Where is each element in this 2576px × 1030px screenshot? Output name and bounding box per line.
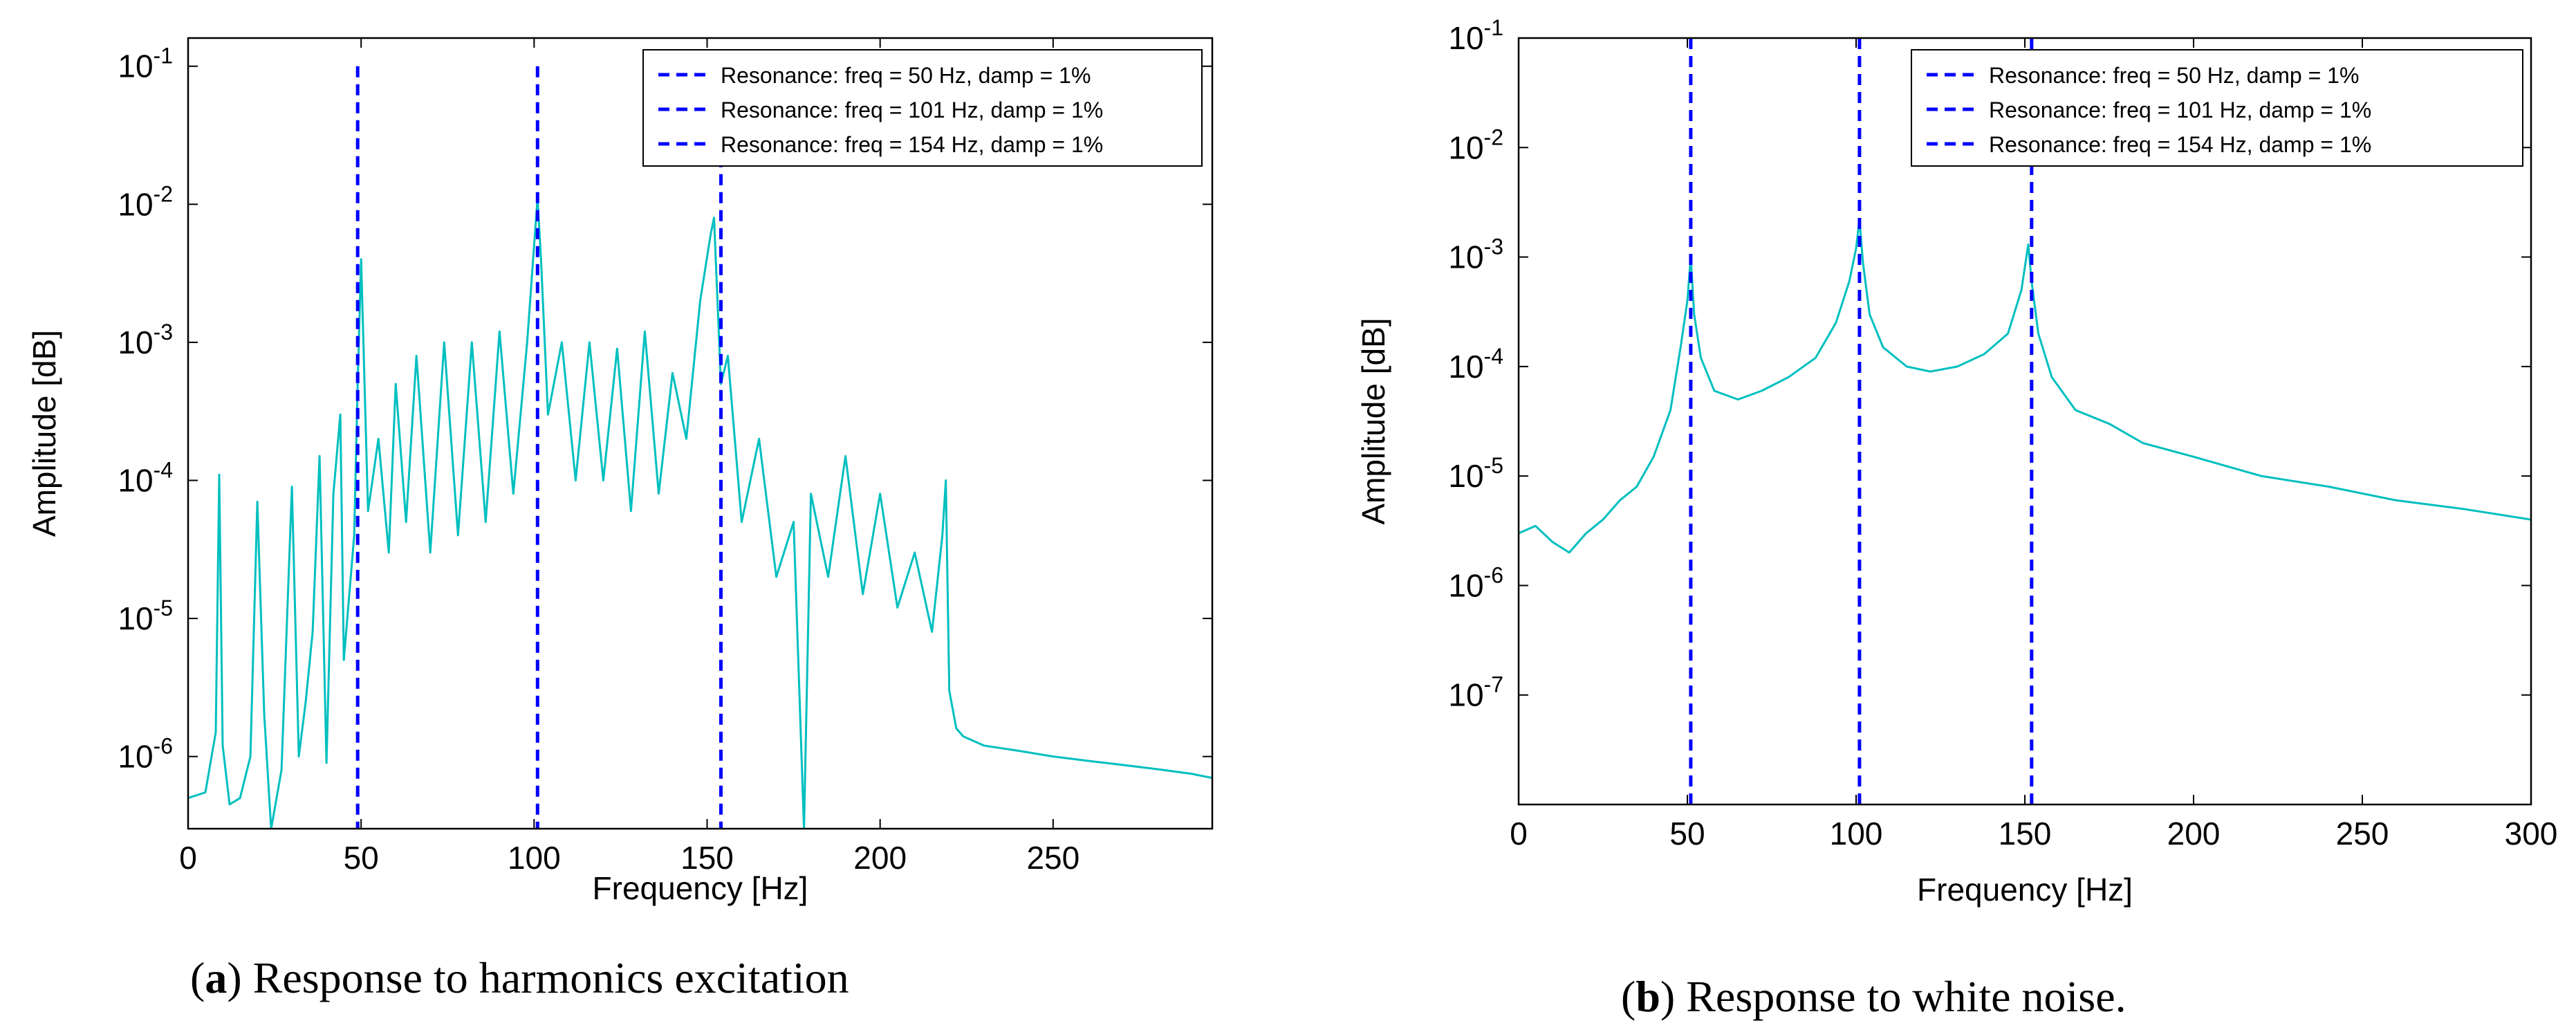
y-tick-label: 10-5 [1448, 453, 1503, 494]
x-tick-label: 100 [1830, 816, 1883, 852]
panel-caption: (b) Response to white noise. [1621, 972, 2126, 1021]
response-spectrum-line [188, 197, 1212, 829]
y-axis-label: Amplitude [dB] [1355, 318, 1391, 524]
y-tick-label: 10-3 [1448, 234, 1503, 275]
chart-panel-b: 0 50 100 150 200 250 300 10-1 10-2 10-3 10-4 10-5 10… [1355, 15, 2557, 1021]
y-tick-label: 10-1 [1448, 15, 1503, 56]
y-tick-label: 10-6 [118, 734, 173, 775]
legend-entry: Resonance: freq = 101 Hz, damp = 1% [1989, 98, 2371, 122]
y-tick-label: 10-5 [118, 596, 173, 636]
x-tick-label: 200 [2167, 816, 2221, 852]
x-axis-label: Frequency [Hz] [1917, 872, 2133, 908]
legend-box [1911, 49, 2523, 167]
x-tick-label: 200 [853, 840, 907, 876]
x-axis-label: Frequency [Hz] [593, 870, 808, 906]
x-tick-label: 250 [1026, 840, 1079, 876]
x-tick-label: 50 [1669, 816, 1705, 852]
legend-box [642, 49, 1203, 167]
x-tick-label: 50 [344, 840, 379, 876]
legend-entry: Resonance: freq = 154 Hz, damp = 1% [721, 132, 1103, 157]
y-tick-label: 10-2 [118, 181, 173, 222]
x-tick-label: 150 [680, 840, 734, 876]
y-tick-label: 10-1 [118, 44, 173, 84]
panel-caption: (a) Response to harmonics excitation [190, 953, 849, 1002]
x-tick-label: 0 [179, 840, 197, 876]
x-tick-label: 300 [2505, 816, 2558, 852]
legend-entry: Resonance: freq = 50 Hz, damp = 1% [1989, 63, 2359, 88]
y-tick-label: 10-2 [1448, 125, 1503, 165]
y-tick-label: 10-7 [1448, 672, 1503, 713]
y-tick-label: 10-3 [118, 320, 173, 360]
legend: Resonance: freq = 50 Hz, damp = 1% Resona… [642, 49, 1203, 167]
response-spectrum-line [1519, 218, 2531, 554]
chart-panel-a: 0 50 100 150 200 250 10-1 10-2 10-3 10-4 10-5 10-6 F… [26, 37, 1214, 1002]
legend-entry: Resonance: freq = 154 Hz, damp = 1% [1989, 132, 2371, 157]
plot-area [188, 66, 1212, 829]
x-tick-label: 150 [1999, 816, 2052, 852]
x-tick-label: 0 [1510, 816, 1528, 852]
legend-entry: Resonance: freq = 50 Hz, damp = 1% [721, 63, 1091, 88]
legend-entry: Resonance: freq = 101 Hz, damp = 1% [721, 98, 1103, 122]
x-tick-label: 100 [508, 840, 561, 876]
x-tick-label: 250 [2336, 816, 2389, 852]
y-tick-label: 10-6 [1448, 562, 1503, 603]
y-tick-label: 10-4 [118, 457, 173, 498]
plot-frame [187, 37, 1214, 830]
y-tick-label: 10-4 [1448, 344, 1503, 385]
legend: Resonance: freq = 50 Hz, damp = 1% Resona… [1911, 49, 2523, 167]
y-axis-label: Amplitude [dB] [26, 330, 62, 537]
